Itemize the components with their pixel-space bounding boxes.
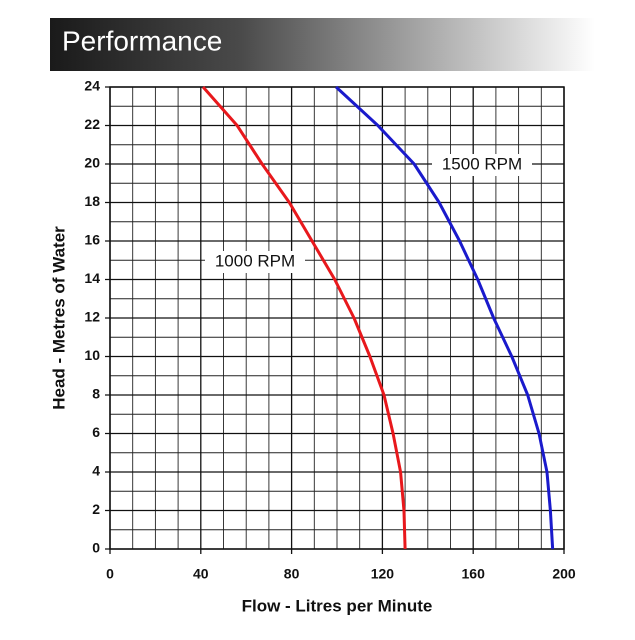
x-tick-label: 200 bbox=[552, 566, 576, 582]
y-tick-label: 14 bbox=[84, 270, 100, 286]
y-tick-label: 18 bbox=[84, 193, 100, 209]
y-tick-label: 6 bbox=[92, 424, 100, 440]
x-tick-label: 0 bbox=[106, 566, 114, 582]
y-tick-label: 2 bbox=[92, 501, 100, 517]
y-axis-title: Head - Metres of Water bbox=[49, 226, 68, 410]
y-tick-label: 24 bbox=[84, 78, 100, 94]
curve bbox=[201, 86, 407, 550]
y-tick-label: 12 bbox=[84, 309, 100, 325]
curve-label: 1500 RPM bbox=[442, 154, 522, 173]
curve bbox=[335, 85, 555, 550]
x-tick-label: 40 bbox=[193, 566, 209, 582]
x-tick-label: 160 bbox=[462, 566, 486, 582]
y-tick-label: 4 bbox=[92, 463, 100, 479]
plot: 1000 RPM 1500 RPM bbox=[201, 85, 555, 550]
y-tick-label: 20 bbox=[84, 155, 100, 171]
y-tick-label: 10 bbox=[84, 347, 100, 363]
chart-title: Performance bbox=[62, 25, 222, 56]
y-tick-label: 8 bbox=[92, 386, 100, 402]
label-background bbox=[205, 251, 305, 273]
header-bar bbox=[50, 18, 595, 71]
y-tick-label: 16 bbox=[84, 232, 100, 248]
curve-label: 1000 RPM bbox=[215, 251, 295, 270]
x-tick-label: 80 bbox=[284, 566, 300, 582]
x-tick-label: 120 bbox=[371, 566, 395, 582]
label-background bbox=[432, 154, 532, 176]
x-axis-title: Flow - Litres per Minute bbox=[242, 596, 433, 615]
y-tick-label: 22 bbox=[84, 116, 100, 132]
y-tick-label: 0 bbox=[92, 540, 100, 556]
